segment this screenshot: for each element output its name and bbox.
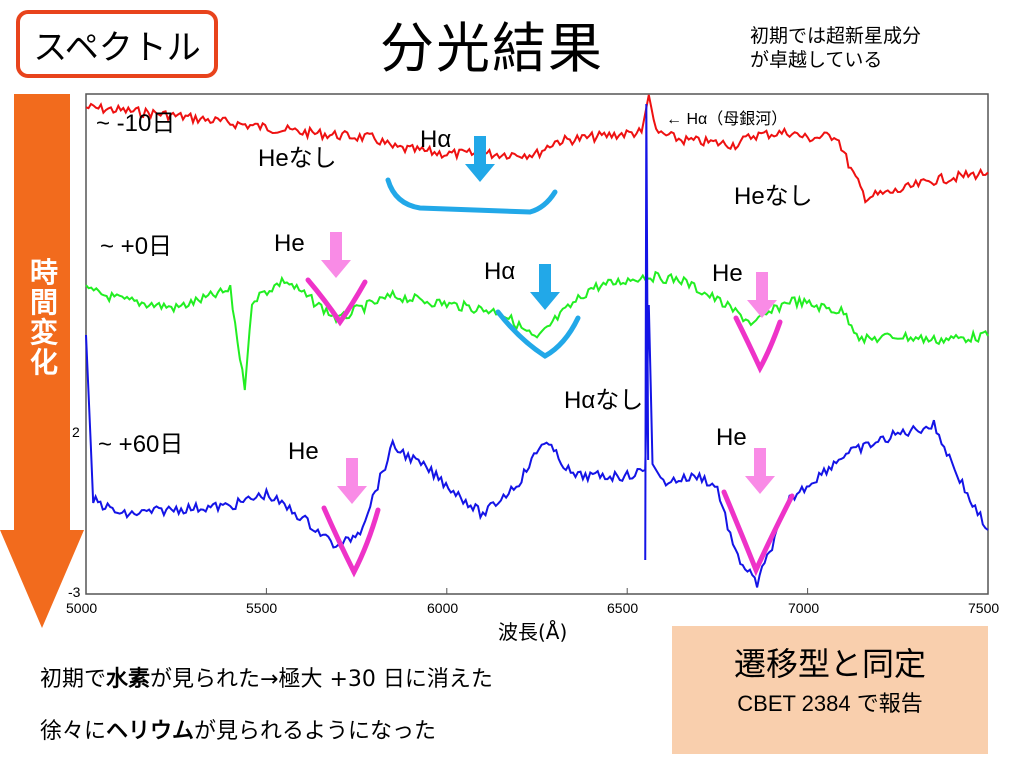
conclusion-line-1: 初期で水素が見られた→極大 +30 日に消えた (40, 654, 493, 706)
x-tick-label: 6500 (607, 600, 639, 616)
ha-arrow-2 (530, 264, 560, 310)
x-tick-label: 5000 (66, 600, 98, 616)
he-arrow-4 (745, 448, 775, 494)
time-arrow (0, 94, 84, 628)
section-tag-text: スペクトル (33, 27, 201, 68)
time-arrow-label: 時間変化 (24, 258, 64, 378)
conclusion-line-1-post: が見られた→極大 +30 日に消えた (150, 667, 493, 692)
x-axis-label: 波長(Å) (498, 620, 568, 644)
conclusion: 初期で水素が見られた→極大 +30 日に消えた 徐々にヘリウムが見られるようにな… (40, 654, 493, 758)
note-line-1: 初期では超新星成分 (750, 25, 922, 47)
conclusion-line-2-pre: 徐々に (40, 719, 107, 744)
annotation-he-none-2: Heなし (734, 183, 813, 210)
ha-arrow-1 (465, 136, 495, 182)
annotation-he-3: He (288, 438, 319, 465)
y-tick-fragment: -3 (68, 584, 81, 600)
x-tick-label: 6000 (427, 600, 459, 616)
conclusion-line-2: 徐々にヘリウムが見られるようになった (40, 706, 493, 758)
he-arrow-2 (747, 272, 777, 318)
series-line-0 (85, 94, 989, 204)
he-arrow-3 (337, 458, 367, 504)
note: 初期では超新星成分 が卓越している (750, 24, 921, 72)
section-tag: スペクトル (16, 10, 218, 78)
ha-trough-1 (385, 177, 558, 215)
result-box-sub: CBET 2384 で報告 (737, 691, 923, 716)
annotation-ha-1: Hα (420, 126, 452, 153)
series-label-plus0: ~ +0日 (100, 233, 173, 260)
conclusion-line-1-pre: 初期で (40, 667, 107, 692)
he-trough-3 (321, 505, 381, 578)
conclusion-line-2-post: が見られるようになった (194, 719, 437, 744)
conclusion-line-1-bold: 水素 (106, 667, 151, 692)
he-arrow-1 (321, 232, 351, 278)
overlay-group (305, 136, 795, 578)
note-line-2: が卓越している (750, 49, 883, 71)
series-label-plus60: ~ +60日 (98, 431, 184, 458)
x-tick-label: 7500 (968, 600, 1000, 616)
annotation-ha-none: Hαなし (564, 387, 644, 414)
x-ticks (85, 588, 989, 594)
conclusion-line-2-bold: ヘリウム (106, 719, 195, 744)
he-trough-2 (733, 315, 783, 374)
annotation-he-4: He (716, 424, 747, 451)
time-arrow-text: 時間変化 (29, 256, 58, 379)
result-box-main: 遷移型と同定 (733, 645, 926, 683)
annotation-he-2: He (712, 260, 743, 287)
series-label-minus10: ~ -10日 (96, 110, 176, 137)
annotation-ha-2: Hα (484, 258, 516, 285)
annotation-he-none-1: Heなし (258, 145, 337, 172)
x-tick-label: 7000 (788, 600, 820, 616)
series-line-2 (85, 304, 989, 588)
x-tick-label: 5500 (246, 600, 278, 616)
result-box: 遷移型と同定 CBET 2384 で報告 (672, 626, 988, 754)
page-title: 分光結果 (380, 17, 604, 80)
annotation-ha-host: ← Hα（母銀河） (666, 111, 788, 128)
annotation-he-1: He (274, 230, 305, 257)
he-trough-1 (305, 277, 368, 327)
series-line-1 (85, 270, 989, 391)
he-trough-4 (721, 489, 795, 577)
ha-trough-2 (495, 309, 581, 359)
ha-spike-line (644, 103, 650, 561)
series-group (85, 94, 989, 588)
y-tick-fragment: 2 (72, 424, 80, 440)
